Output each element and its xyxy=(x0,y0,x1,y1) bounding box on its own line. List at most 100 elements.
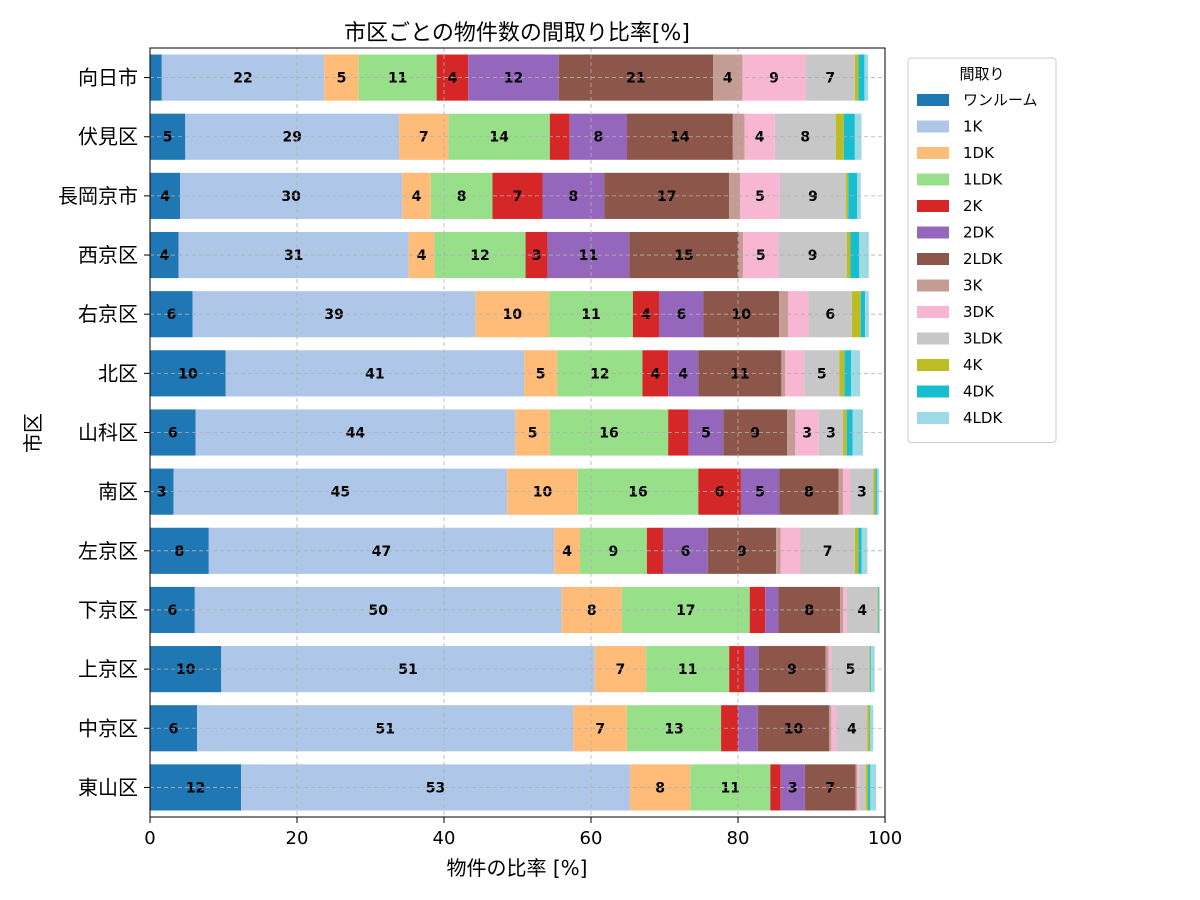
bar-segment xyxy=(646,646,730,693)
bar-segment xyxy=(875,468,877,515)
data-label: 11 xyxy=(678,662,697,678)
y-tick-label: 上京区 xyxy=(78,657,138,681)
data-label: 7 xyxy=(825,780,835,796)
bar-segment xyxy=(858,54,865,101)
data-label: 29 xyxy=(282,130,301,146)
legend-entry-label: 1K xyxy=(963,118,984,136)
data-label: 8 xyxy=(568,189,578,205)
bar-segment xyxy=(850,231,860,279)
legend-swatch xyxy=(917,359,949,371)
bar-segment xyxy=(869,705,871,752)
legend-swatch xyxy=(917,226,949,239)
data-label: 16 xyxy=(599,426,618,442)
legend-swatch xyxy=(917,200,949,212)
data-label: 5 xyxy=(337,71,347,87)
data-label: 51 xyxy=(398,662,417,678)
data-label: 22 xyxy=(233,71,252,87)
data-label: 6 xyxy=(715,485,725,501)
data-label: 41 xyxy=(365,366,384,382)
x-tick-label: 20 xyxy=(286,828,309,849)
data-label: 5 xyxy=(817,366,827,382)
data-label: 4 xyxy=(160,189,170,205)
y-tick-label: 長岡京市 xyxy=(58,184,138,208)
data-label: 4 xyxy=(723,71,733,87)
bar-segment xyxy=(843,113,855,160)
bar-segment xyxy=(776,527,781,574)
bar-segment xyxy=(729,646,745,693)
bar-segment xyxy=(825,646,829,693)
x-tick-label: 60 xyxy=(580,828,603,849)
data-label: 9 xyxy=(737,544,747,560)
legend-swatch xyxy=(917,385,949,398)
data-label: 8 xyxy=(800,130,810,146)
data-label: 4 xyxy=(448,71,458,87)
data-label: 5 xyxy=(528,426,538,442)
bar-segment xyxy=(868,764,871,811)
bar-segment xyxy=(846,231,851,279)
legend-entry-label: 2DK xyxy=(963,224,995,242)
data-label: 12 xyxy=(186,780,205,796)
bar-segment xyxy=(850,468,874,515)
data-label: 17 xyxy=(657,189,676,205)
data-label: 12 xyxy=(590,366,609,382)
data-label: 4 xyxy=(417,248,427,264)
bar-segment xyxy=(851,291,861,338)
y-tick-label: 下京区 xyxy=(78,598,138,622)
data-label: 3 xyxy=(857,485,867,501)
data-label: 9 xyxy=(808,248,818,264)
bar-segment xyxy=(765,586,779,634)
legend-swatch xyxy=(917,279,949,292)
bar-segment xyxy=(150,54,162,101)
data-label: 4 xyxy=(641,307,651,323)
data-label: 6 xyxy=(677,307,687,323)
data-label: 10 xyxy=(178,366,198,382)
data-label: 5 xyxy=(846,662,856,678)
bar-segment xyxy=(787,409,796,456)
legend-entry-label: 1DK xyxy=(963,144,995,162)
bar-segment xyxy=(851,350,861,397)
bar-segment xyxy=(627,113,733,160)
bar-segment xyxy=(604,172,730,219)
legend-entry-label: 3DK xyxy=(963,303,995,321)
data-label: 47 xyxy=(372,544,391,560)
data-label: 4 xyxy=(678,366,688,382)
data-label: 30 xyxy=(281,189,301,205)
data-label: 11 xyxy=(579,248,598,264)
bar-segment xyxy=(795,409,819,456)
data-label: 7 xyxy=(616,662,626,678)
data-label: 9 xyxy=(787,662,797,678)
data-label: 44 xyxy=(346,426,366,442)
data-label: 51 xyxy=(375,721,394,737)
data-label: 6 xyxy=(825,307,835,323)
data-label: 4 xyxy=(412,189,422,205)
data-label: 45 xyxy=(331,485,350,501)
data-label: 9 xyxy=(808,189,818,205)
y-tick-label: 伏見区 xyxy=(78,125,138,149)
y-tick-label: 山科区 xyxy=(78,421,138,445)
data-label: 16 xyxy=(628,485,647,501)
data-label: 11 xyxy=(721,780,740,796)
legend-swatch xyxy=(917,332,949,345)
data-label: 8 xyxy=(804,603,814,619)
data-label: 12 xyxy=(504,71,523,87)
legend-swatch xyxy=(917,147,949,159)
x-tick-label: 40 xyxy=(433,828,456,849)
x-tick-label: 80 xyxy=(727,828,750,849)
legend-swatch xyxy=(917,253,949,265)
data-label: 8 xyxy=(175,544,185,560)
bar-segment xyxy=(869,646,871,693)
data-label: 5 xyxy=(756,248,766,264)
data-label: 21 xyxy=(626,71,645,87)
data-label: 31 xyxy=(284,248,303,264)
data-label: 8 xyxy=(655,780,665,796)
y-tick-label: 西京区 xyxy=(78,243,138,267)
data-label: 7 xyxy=(825,71,835,87)
bar-segment xyxy=(838,468,844,515)
data-label: 14 xyxy=(670,130,690,146)
data-label: 13 xyxy=(664,721,683,737)
x-axis-label: 物件の比率 [%] xyxy=(447,856,588,880)
data-label: 4 xyxy=(755,130,765,146)
data-label: 4 xyxy=(847,721,857,737)
data-label: 3 xyxy=(157,485,167,501)
